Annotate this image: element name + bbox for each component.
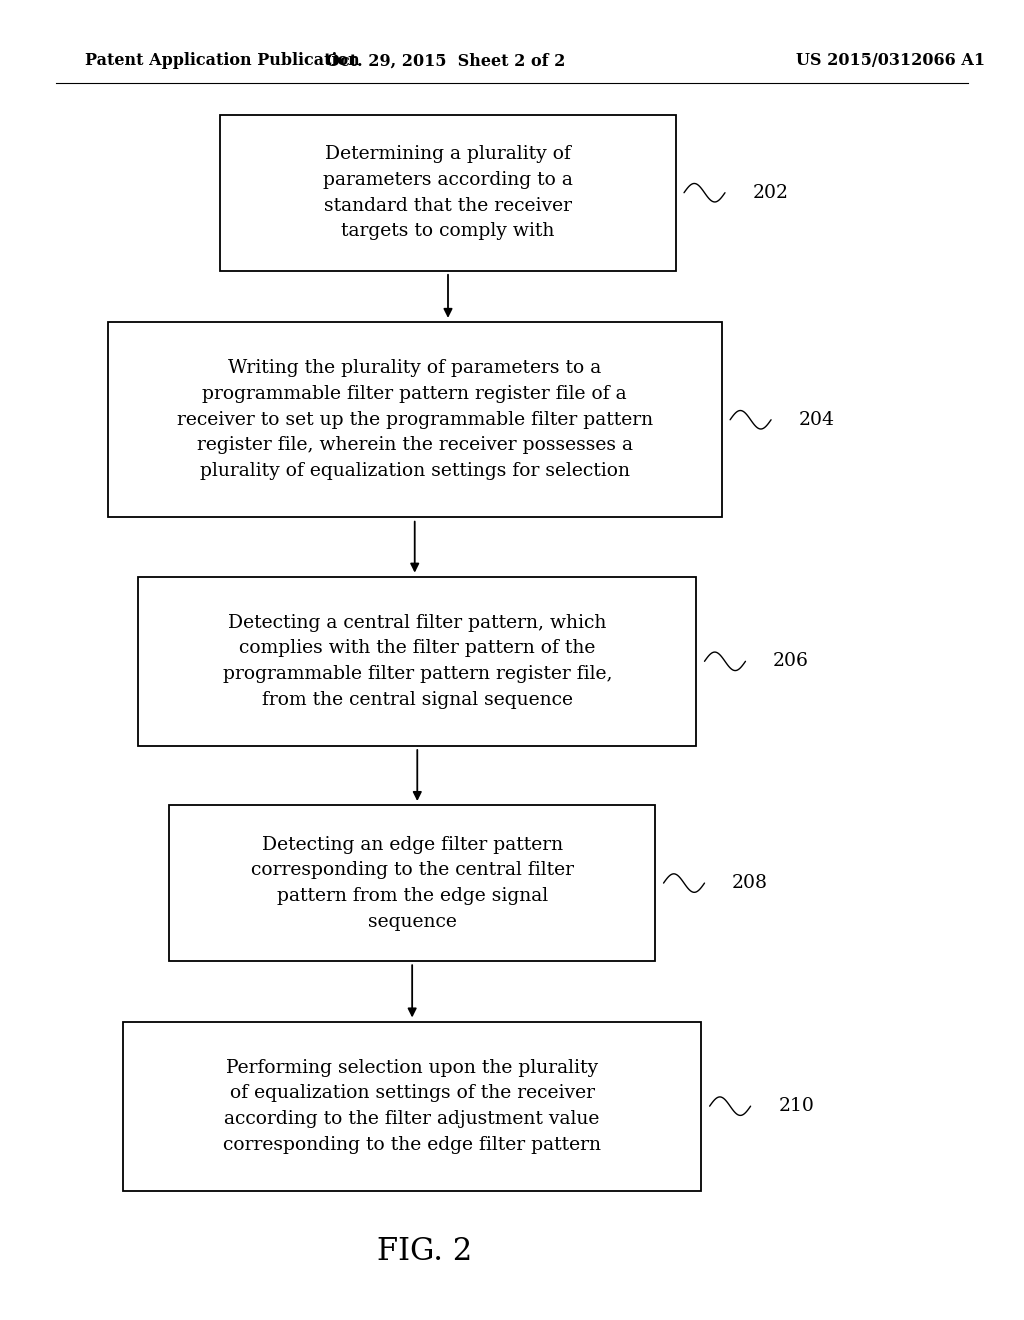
Text: FIG. 2: FIG. 2 <box>377 1236 473 1267</box>
Text: US 2015/0312066 A1: US 2015/0312066 A1 <box>797 53 985 69</box>
Text: Oct. 29, 2015  Sheet 2 of 2: Oct. 29, 2015 Sheet 2 of 2 <box>326 53 565 69</box>
Bar <box>169 805 655 961</box>
Bar <box>220 115 676 271</box>
Text: 206: 206 <box>773 652 809 671</box>
Bar <box>138 577 696 746</box>
Text: Patent Application Publication: Patent Application Publication <box>85 53 359 69</box>
Bar <box>123 1022 701 1191</box>
Text: 210: 210 <box>778 1097 814 1115</box>
Bar <box>108 322 722 517</box>
Text: Writing the plurality of parameters to a
programmable filter pattern register fi: Writing the plurality of parameters to a… <box>177 359 652 480</box>
Text: 204: 204 <box>799 411 835 429</box>
Text: Determining a plurality of
parameters according to a
standard that the receiver
: Determining a plurality of parameters ac… <box>323 145 573 240</box>
Text: 208: 208 <box>732 874 768 892</box>
Text: Detecting an edge filter pattern
corresponding to the central filter
pattern fro: Detecting an edge filter pattern corresp… <box>251 836 573 931</box>
Text: 202: 202 <box>753 183 788 202</box>
Text: Detecting a central filter pattern, which
complies with the filter pattern of th: Detecting a central filter pattern, whic… <box>222 614 612 709</box>
Text: Performing selection upon the plurality
of equalization settings of the receiver: Performing selection upon the plurality … <box>223 1059 601 1154</box>
